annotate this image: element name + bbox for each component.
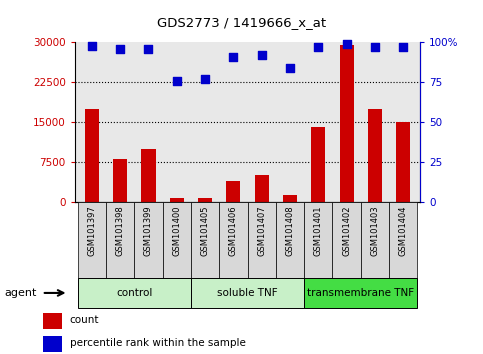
Text: percentile rank within the sample: percentile rank within the sample [70, 338, 246, 348]
Text: GSM101405: GSM101405 [200, 206, 210, 256]
Text: agent: agent [5, 288, 37, 298]
Point [286, 65, 294, 71]
Bar [43, 336, 62, 352]
Point [258, 52, 266, 58]
Text: GSM101408: GSM101408 [285, 206, 295, 256]
Text: GSM101397: GSM101397 [87, 206, 96, 256]
Bar [134, 202, 163, 278]
Bar [170, 198, 184, 202]
Point [229, 54, 237, 59]
Text: transmembrane TNF: transmembrane TNF [307, 288, 414, 298]
Bar [163, 202, 191, 278]
Bar [340, 45, 354, 202]
Bar [304, 278, 417, 308]
Point [314, 45, 322, 50]
Point [371, 45, 379, 50]
Bar [248, 202, 276, 278]
Bar [304, 202, 332, 278]
Bar [106, 202, 134, 278]
Text: GDS2773 / 1419666_x_at: GDS2773 / 1419666_x_at [157, 16, 326, 29]
Bar [142, 149, 156, 202]
Text: GSM101406: GSM101406 [229, 206, 238, 256]
Point [399, 45, 407, 50]
Bar [283, 195, 297, 202]
Bar [219, 202, 248, 278]
Bar [43, 313, 62, 329]
Text: count: count [70, 315, 99, 325]
Bar [396, 122, 410, 202]
Bar [198, 198, 212, 202]
Bar [78, 202, 106, 278]
Bar [85, 109, 99, 202]
Text: GSM101403: GSM101403 [370, 206, 380, 256]
Point [343, 41, 351, 47]
Point [173, 78, 181, 84]
Bar [311, 127, 326, 202]
Text: GSM101402: GSM101402 [342, 206, 351, 256]
Text: soluble TNF: soluble TNF [217, 288, 278, 298]
Bar [113, 159, 127, 202]
Bar [276, 202, 304, 278]
Point [88, 43, 96, 48]
Bar [255, 175, 269, 202]
Bar [389, 202, 417, 278]
Point [116, 46, 124, 52]
Point [144, 46, 152, 52]
Text: GSM101401: GSM101401 [314, 206, 323, 256]
Point [201, 76, 209, 82]
Text: GSM101404: GSM101404 [399, 206, 408, 256]
Bar [368, 109, 382, 202]
Bar [227, 181, 241, 202]
Text: GSM101400: GSM101400 [172, 206, 181, 256]
Bar [332, 202, 361, 278]
Bar [361, 202, 389, 278]
Text: GSM101399: GSM101399 [144, 206, 153, 256]
Text: GSM101398: GSM101398 [115, 206, 125, 256]
Text: control: control [116, 288, 153, 298]
Bar [191, 278, 304, 308]
Bar [78, 278, 191, 308]
Text: GSM101407: GSM101407 [257, 206, 266, 256]
Bar [191, 202, 219, 278]
